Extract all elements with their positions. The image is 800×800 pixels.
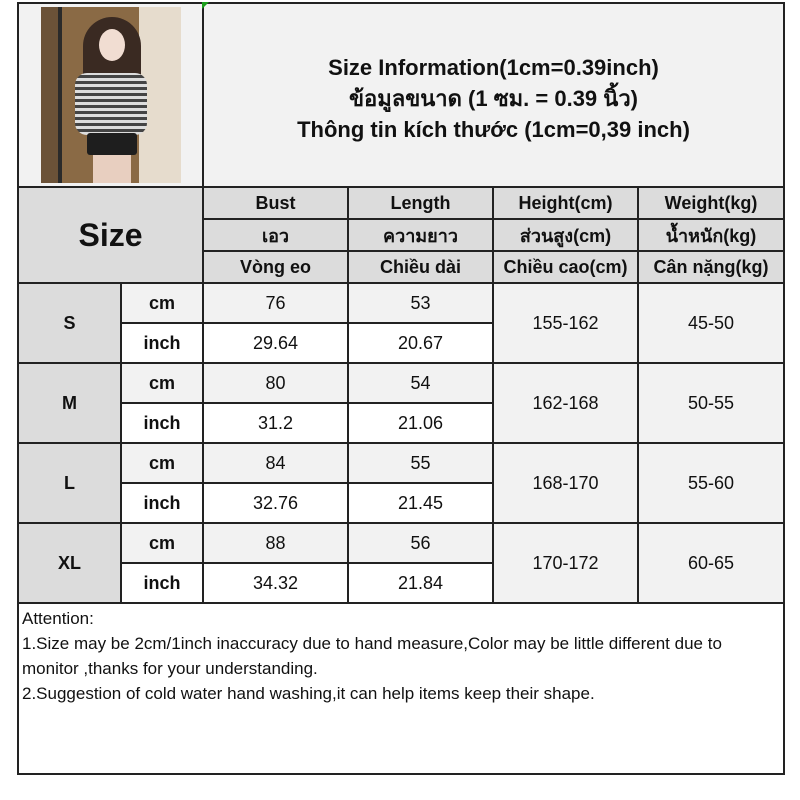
length-cm: 54 <box>347 362 494 404</box>
cell-comment-marker <box>202 2 209 9</box>
unit-inch: inch <box>120 562 204 604</box>
size-header: Size <box>17 186 204 284</box>
bust-cm: 88 <box>202 522 349 564</box>
length-cm: 56 <box>347 522 494 564</box>
size-label: M <box>17 362 122 444</box>
height-range: 168-170 <box>492 442 639 524</box>
col-bust-th: เอว <box>202 218 349 252</box>
bust-cm: 80 <box>202 362 349 404</box>
table-row: inch 34.32 21.84 <box>18 562 784 604</box>
col-height-en: Height(cm) <box>492 186 639 220</box>
length-cm: 53 <box>347 282 494 324</box>
table-row: inch 29.64 20.67 <box>18 322 784 364</box>
bust-cm: 76 <box>202 282 349 324</box>
height-range: 162-168 <box>492 362 639 444</box>
size-label: S <box>17 282 122 364</box>
length-inch: 20.67 <box>347 322 494 364</box>
weight-range: 60-65 <box>637 522 785 604</box>
col-weight-th: น้ำหนัก(kg) <box>637 218 785 252</box>
unit-inch: inch <box>120 322 204 364</box>
weight-range: 50-55 <box>637 362 785 444</box>
weight-range: 45-50 <box>637 282 785 364</box>
size-label: L <box>17 442 122 524</box>
col-length-th: ความยาว <box>347 218 494 252</box>
size-info-title: Size Information(1cm=0.39inch) ข้อมูลขนา… <box>202 2 785 188</box>
unit-cm: cm <box>120 442 204 484</box>
product-photo <box>40 7 181 183</box>
unit-cm: cm <box>120 362 204 404</box>
bust-inch: 31.2 <box>202 402 349 444</box>
table-row: S cm 76 53 155-162 45-50 <box>17 282 785 364</box>
length-inch: 21.06 <box>347 402 494 444</box>
col-weight-vi: Cân nặng(kg) <box>637 250 785 284</box>
table-row: XL cm 88 56 170-172 60-65 <box>17 522 785 604</box>
unit-inch: inch <box>120 482 204 524</box>
col-weight-en: Weight(kg) <box>637 186 785 220</box>
attention-heading: Attention: <box>22 609 94 628</box>
product-photo-cell <box>17 2 204 188</box>
col-length-vi: Chiều dài <box>347 250 494 284</box>
length-cm: 55 <box>347 442 494 484</box>
table-row: L cm 84 55 168-170 55-60 <box>17 442 785 524</box>
size-label: XL <box>17 522 122 604</box>
title-vi: Thông tin kích thước (1cm=0,39 inch) <box>297 117 690 142</box>
weight-range: 55-60 <box>637 442 785 524</box>
length-inch: 21.84 <box>347 562 494 604</box>
height-range: 155-162 <box>492 282 639 364</box>
attention-line-1: 1.Size may be 2cm/1inch inaccuracy due t… <box>22 634 722 678</box>
title-en: Size Information(1cm=0.39inch) <box>328 55 659 80</box>
unit-cm: cm <box>120 522 204 564</box>
attention-note: Attention: 1.Size may be 2cm/1inch inacc… <box>17 602 785 775</box>
bust-inch: 32.76 <box>202 482 349 524</box>
col-length-en: Length <box>347 186 494 220</box>
bust-inch: 29.64 <box>202 322 349 364</box>
height-range: 170-172 <box>492 522 639 604</box>
unit-cm: cm <box>120 282 204 324</box>
table-row: M cm 80 54 162-168 50-55 <box>17 362 785 444</box>
length-inch: 21.45 <box>347 482 494 524</box>
size-chart-table: Size Information(1cm=0.39inch) ข้อมูลขนา… <box>17 2 785 775</box>
table-row: inch 31.2 21.06 <box>18 402 784 444</box>
unit-inch: inch <box>120 402 204 444</box>
col-height-th: ส่วนสูง(cm) <box>492 218 639 252</box>
col-bust-vi: Vòng eo <box>202 250 349 284</box>
table-row: inch 32.76 21.45 <box>18 482 784 524</box>
attention-line-2: 2.Suggestion of cold water hand washing,… <box>22 684 595 703</box>
bust-cm: 84 <box>202 442 349 484</box>
title-th: ข้อมูลขนาด (1 ซม. = 0.39 นิ้ว) <box>348 86 638 111</box>
col-bust-en: Bust <box>202 186 349 220</box>
col-height-vi: Chiều cao(cm) <box>492 250 639 284</box>
bust-inch: 34.32 <box>202 562 349 604</box>
